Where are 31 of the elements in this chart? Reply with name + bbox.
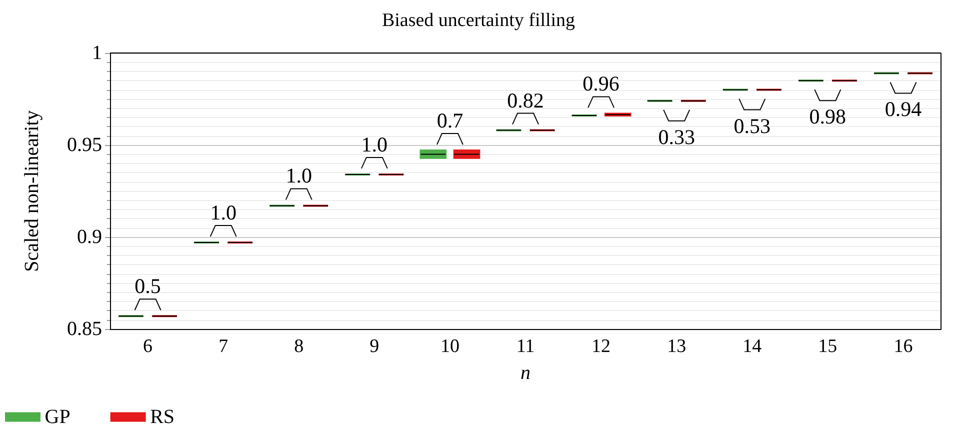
x-tick-label: 10 [440,336,460,357]
annotation: 1.0 [361,132,388,156]
legend-label: GP [44,406,70,428]
x-tick-label: 13 [667,336,686,357]
annotation: 0.33 [658,124,695,149]
x-tick-label: 16 [894,336,913,357]
x-axis-title: n [520,362,530,384]
x-tick-label: 11 [516,336,535,357]
x-tick-label: 6 [143,336,153,357]
x-tick-label: 9 [370,336,380,357]
y-tick-label: 0.9 [77,226,102,248]
annotation: 0.5 [134,274,161,298]
legend-label: RS [150,406,175,428]
y-tick-label: 1 [92,42,102,64]
annotation: 1.0 [286,164,312,188]
annotation: 0.94 [884,97,922,122]
annotation: 0.98 [809,104,846,129]
annotation: 0.82 [507,88,544,112]
x-tick-label: 15 [818,336,838,357]
annotation: 0.53 [734,114,771,138]
annotation: 0.7 [436,108,464,133]
chart-title: Biased uncertainty filling [382,10,576,31]
annotation: 0.96 [582,72,620,96]
x-tick-label: 7 [218,336,228,357]
x-tick-label: 14 [742,336,762,357]
x-tick-label: 8 [294,336,304,357]
y-tick-label: 0.95 [67,134,102,156]
annotation: 1.0 [210,200,236,225]
y-axis-title: Scaled non-linearity [21,110,43,272]
x-tick-label: 12 [592,336,611,357]
y-tick-label: 0.85 [67,318,102,340]
